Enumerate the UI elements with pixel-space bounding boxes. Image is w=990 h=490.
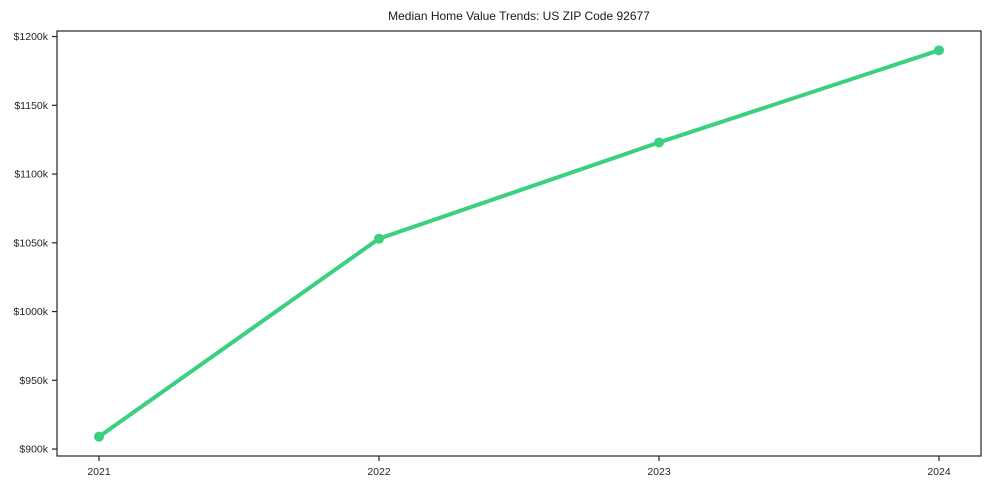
svg-text:2024: 2024 xyxy=(927,466,951,478)
svg-text:$900k: $900k xyxy=(19,444,48,456)
svg-text:$1100k: $1100k xyxy=(14,169,48,181)
svg-text:$1050k: $1050k xyxy=(14,237,49,249)
chart-title: Median Home Value Trends: US ZIP Code 92… xyxy=(388,9,650,23)
svg-text:2021: 2021 xyxy=(87,466,111,478)
svg-text:$1000k: $1000k xyxy=(14,306,49,318)
svg-text:2023: 2023 xyxy=(647,466,671,478)
svg-text:$1200k: $1200k xyxy=(14,31,49,43)
svg-text:2022: 2022 xyxy=(367,466,391,478)
svg-text:$950k: $950k xyxy=(19,375,48,387)
svg-text:$1150k: $1150k xyxy=(14,100,48,112)
